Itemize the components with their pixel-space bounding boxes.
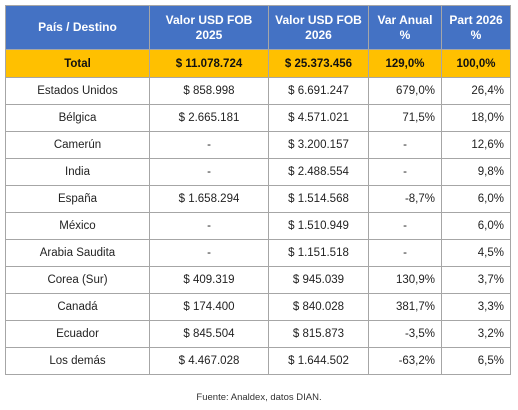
table-row: Bélgica $ 2.665.181 $ 4.571.021 71,5% 18,0% [5, 104, 511, 132]
cell-v2026: $ 1.644.502 [268, 347, 369, 375]
header-pais: País / Destino [5, 5, 150, 50]
table-row: Arabia Saudita - $ 1.151.518-4,5% [5, 239, 511, 267]
table-row: México - $ 1.510.949-6,0% [5, 212, 511, 240]
table-row: Camerún - $ 3.200.157-12,6% [5, 131, 511, 159]
cell-var: 381,7% [368, 293, 442, 321]
cell-v2026: $ 1.510.949 [268, 212, 369, 240]
cell-v2025: - [149, 212, 269, 240]
cell-var: 679,0% [368, 77, 442, 105]
source-note: Fuente: Analdex, datos DIAN. [196, 392, 322, 403]
cell-v2025: $ 174.400 [149, 293, 269, 321]
cell-v2026: $ 945.039 [268, 266, 369, 294]
cell-v2026: $ 6.691.247 [268, 77, 369, 105]
cell-v2025: - [149, 131, 269, 159]
cell-part: 6,0% [441, 212, 511, 240]
total-var: 129,0% [368, 49, 442, 78]
cell-var: -63,2% [368, 347, 442, 375]
cell-var: - [368, 212, 442, 240]
cell-pais: Estados Unidos [5, 77, 150, 105]
cell-v2025: $ 858.998 [149, 77, 269, 105]
total-v2025: $ 11.078.724 [149, 49, 269, 78]
cell-pais: India [5, 158, 150, 186]
cell-pais: México [5, 212, 150, 240]
header-valor-2026: Valor USD FOB 2026 [268, 5, 369, 50]
cell-part: 3,7% [441, 266, 511, 294]
cell-v2025: - [149, 239, 269, 267]
header-part-2026: Part 2026% [441, 5, 511, 50]
cell-v2025: $ 4.467.028 [149, 347, 269, 375]
cell-v2026: $ 1.514.568 [268, 185, 369, 213]
cell-pais: España [5, 185, 150, 213]
cell-pais: Los demás [5, 347, 150, 375]
cell-pais: Canadá [5, 293, 150, 321]
table-row: India - $ 2.488.554-9,8% [5, 158, 511, 186]
total-label: Total [5, 49, 150, 78]
table-row: Corea (Sur) $ 409.319 $ 945.039 130,9% 3,7% [5, 266, 511, 294]
cell-pais: Corea (Sur) [5, 266, 150, 294]
header-row: País / Destino Valor USD FOB 2025 Valor U… [5, 5, 511, 50]
cell-v2025: - [149, 158, 269, 186]
cell-v2025: $ 409.319 [149, 266, 269, 294]
cell-v2026: $ 1.151.518 [268, 239, 369, 267]
table-row: Los demás $ 4.467.028 $ 1.644.502 -63,2% 6,5… [5, 347, 511, 375]
table-row: Ecuador $ 845.504 $ 815.873 -3,5% 3,2% [5, 320, 511, 348]
total-part: 100,0% [441, 49, 511, 78]
cell-part: 6,0% [441, 185, 511, 213]
cell-v2025: $ 2.665.181 [149, 104, 269, 132]
cell-part: 12,6% [441, 131, 511, 159]
total-row: Total $ 11.078.724 $ 25.373.456 129,0% 1… [5, 49, 511, 78]
cell-part: 3,2% [441, 320, 511, 348]
cell-part: 6,5% [441, 347, 511, 375]
cell-part: 9,8% [441, 158, 511, 186]
header-valor-2025: Valor USD FOB 2025 [149, 5, 269, 50]
cell-part: 26,4% [441, 77, 511, 105]
table-row: Estados Unidos $ 858.998 $ 6.691.247 679,0%… [5, 77, 511, 105]
table-row: Canadá $ 174.400 $ 840.028 381,7% 3,3% [5, 293, 511, 321]
cell-var: - [368, 158, 442, 186]
cell-var: - [368, 239, 442, 267]
cell-v2025: $ 1.658.294 [149, 185, 269, 213]
cell-var: -3,5% [368, 320, 442, 348]
exports-table: País / Destino Valor USD FOB 2025 Valor U… [5, 5, 511, 375]
cell-v2026: $ 840.028 [268, 293, 369, 321]
cell-var: - [368, 131, 442, 159]
cell-v2025: $ 845.504 [149, 320, 269, 348]
table-row: España $ 1.658.294 $ 1.514.568 -8,7% 6,0% [5, 185, 511, 213]
cell-v2026: $ 4.571.021 [268, 104, 369, 132]
cell-var: 130,9% [368, 266, 442, 294]
header-var-anual: Var Anual% [368, 5, 442, 50]
cell-v2026: $ 2.488.554 [268, 158, 369, 186]
total-v2026: $ 25.373.456 [268, 49, 369, 78]
cell-var: 71,5% [368, 104, 442, 132]
cell-v2026: $ 815.873 [268, 320, 369, 348]
cell-var: -8,7% [368, 185, 442, 213]
cell-pais: Camerún [5, 131, 150, 159]
cell-pais: Bélgica [5, 104, 150, 132]
cell-part: 18,0% [441, 104, 511, 132]
cell-v2026: $ 3.200.157 [268, 131, 369, 159]
cell-part: 4,5% [441, 239, 511, 267]
cell-pais: Ecuador [5, 320, 150, 348]
cell-pais: Arabia Saudita [5, 239, 150, 267]
cell-part: 3,3% [441, 293, 511, 321]
